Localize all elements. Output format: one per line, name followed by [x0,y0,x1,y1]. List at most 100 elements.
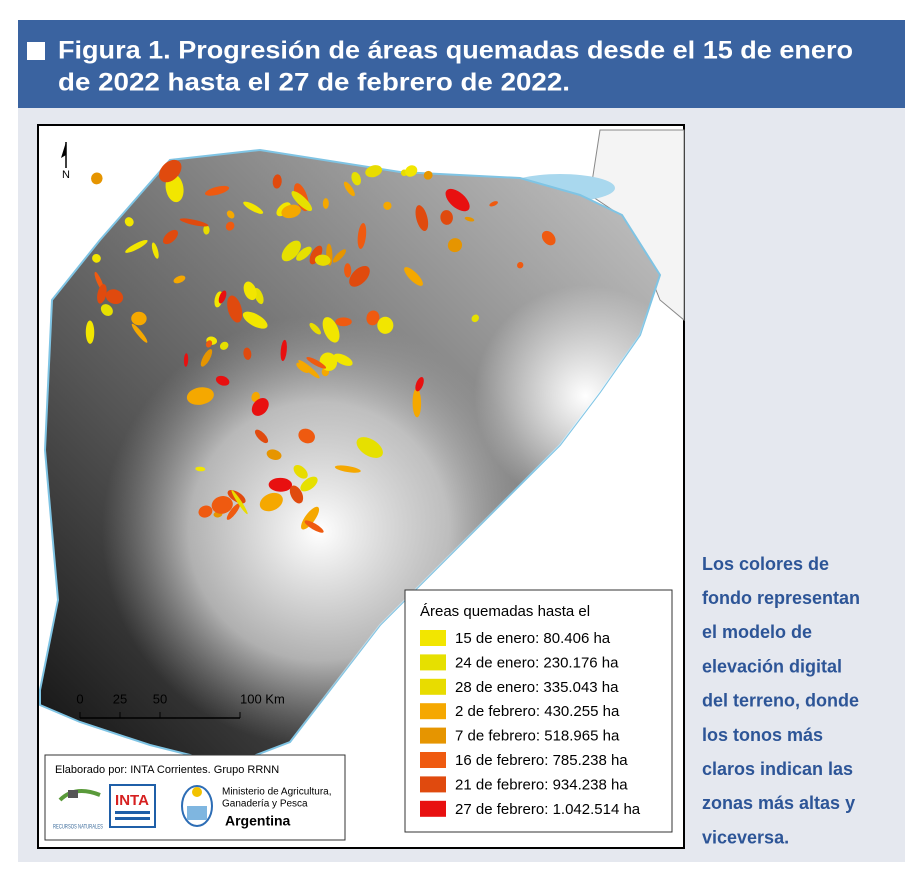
burn-patch [225,221,235,231]
burn-patch [131,323,148,343]
burn-patch [296,246,312,261]
logo-text: INTA [115,792,149,809]
burn-patch [404,267,423,286]
scale-bar: 0 25 50 100 Km [76,691,285,719]
burn-patch [314,254,331,266]
burn-patch [322,317,340,343]
bullet [27,42,45,60]
logo-text: RECURSOS NATURALES [53,825,103,831]
burn-patch [173,275,186,284]
burn-patch [186,387,214,405]
burn-patch [219,341,229,350]
burn-patch [517,261,524,269]
side-note-line: Los colores de [702,554,829,574]
title: Figura 1. Progresión de áreas quemadas d… [58,37,853,65]
side-note-line: del terreno, donde [702,691,859,711]
burn-patch [291,191,313,212]
burn-patch [91,172,103,185]
burn-patch [272,174,282,189]
burn-patch [332,249,347,263]
burn-patch [365,165,383,178]
side-note-line: los tonos más [702,725,823,745]
burn-patch [301,506,320,530]
burn-patch [92,253,101,263]
side-note: Los colores de fondo representan el modelo… [702,554,860,848]
burn-patch [356,437,383,458]
scale-label: 50 [153,691,167,706]
burn-patch [335,317,352,327]
burn-patch [242,311,268,329]
burn-patch [266,449,282,460]
legend-label: 27 de febrero: 1.042.514 ha [455,801,641,818]
burn-patch [259,492,283,512]
scale-label: 100 Km [240,691,285,706]
burn-patch [218,290,227,304]
burn-patch [227,295,243,323]
burn-patch [268,477,293,492]
burn-patch [163,229,178,245]
legend-label: 28 de enero: 335.043 ha [455,679,619,696]
credits-author: Elaborado por: INTA Corrientes. Grupo RR… [55,764,279,776]
legend-swatch [420,703,446,720]
burn-patch [300,476,318,492]
burn-patch [183,353,189,367]
burn-patch [205,340,213,348]
country: Argentina [225,813,291,829]
burn-patch [344,263,352,278]
burn-patch [211,496,233,514]
logo-rrnn: RECURSOS NATURALES [53,789,103,831]
burn-patch [333,353,353,366]
legend-label: 24 de enero: 230.176 ha [455,654,619,671]
logo-ministry: Ministerio de Agricultura, Ganadería y P… [181,785,332,829]
burn-patch [100,304,113,316]
burn-patch [343,181,355,197]
side-note-line: elevación digital [702,656,842,676]
burn-patch [105,289,124,305]
burn-patch [293,465,308,479]
burn-patch [349,265,370,287]
ministry: Ministerio de Agricultura, [222,787,332,798]
burn-patch [471,314,479,323]
burn-patch [464,216,475,222]
legend-title: Áreas quemadas hasta el [420,603,590,620]
legend-swatch [420,727,446,744]
burn-patch [254,429,269,444]
burn-patch [85,320,95,344]
burn-patch [179,218,209,227]
burn-patch [489,201,498,207]
burn-patch [97,284,107,304]
burn-patch [289,485,304,504]
north-arrow: N [61,142,70,181]
burn-patch [243,201,264,214]
burn-patch [204,185,230,196]
header-bar [18,20,905,108]
legend-swatch [420,776,446,793]
burn-patch [334,465,361,473]
burn-patch [281,204,301,219]
burn-patch [124,217,134,227]
burn-patch [203,225,210,235]
burn-patch [215,375,230,386]
scale-label: 0 [76,691,83,706]
side-note-line: viceversa. [702,827,789,847]
burn-patch [405,165,418,177]
legend-swatch [420,752,446,768]
burn-patch [304,520,324,533]
scale-label: 25 [113,691,127,706]
burn-patch [231,490,248,515]
side-note-line: claros indican las [702,759,853,779]
burn-patch [309,245,323,265]
burn-patch [280,339,287,362]
legend: 15 de enero: 80.406 ha 24 de enero: 230.1… [420,630,641,818]
burn-patch [415,205,429,232]
burn-patch [226,210,235,219]
map [39,129,685,767]
legend-label: 16 de febrero: 785.238 ha [455,752,628,769]
burn-patch [243,281,257,301]
burn-patch [309,322,321,335]
legend-box [404,589,673,833]
burn-patch [251,391,260,403]
logo-inta: INTA [109,784,156,828]
burn-patch [226,503,241,520]
